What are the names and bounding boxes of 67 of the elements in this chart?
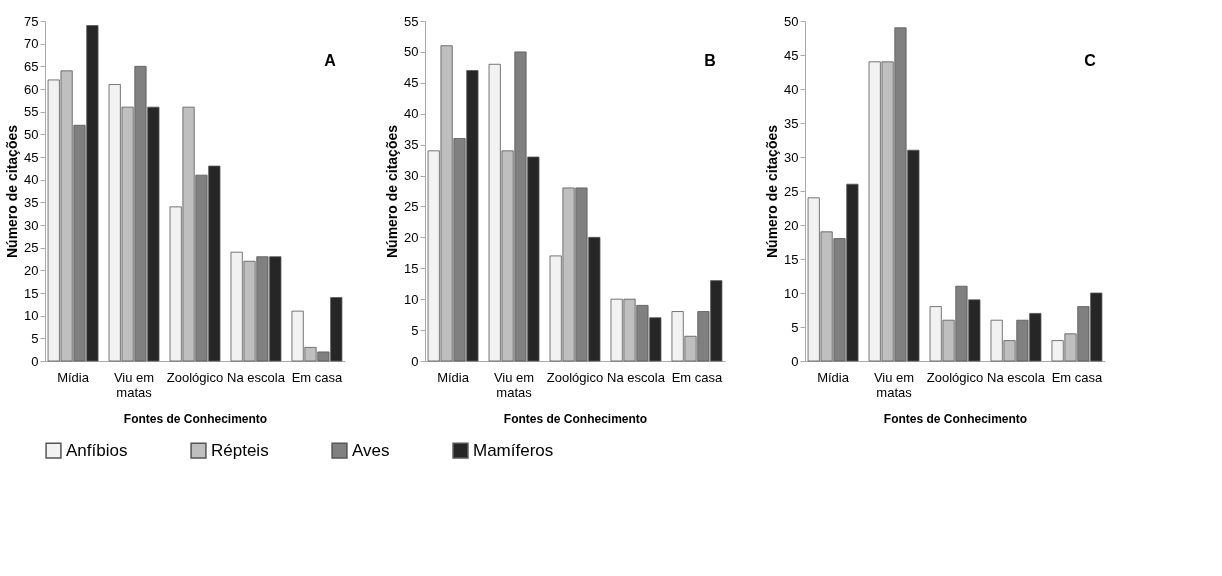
y-tick-label: 70	[24, 36, 39, 52]
x-tick-label: Em casa	[291, 369, 343, 385]
y-axis-title: Número de citações	[764, 124, 781, 259]
y-tick-label: 55	[24, 104, 39, 120]
y-tick-label: 50	[784, 13, 799, 29]
y-tick-label: 20	[404, 229, 419, 245]
x-tick-label: Na escola	[987, 369, 1046, 385]
y-tick-label: 25	[24, 240, 39, 256]
y-tick-label: 55	[404, 13, 419, 29]
x-tick-label: Em casa	[671, 369, 723, 385]
y-tick-label: 45	[24, 149, 39, 165]
y-tick-label: 15	[404, 260, 419, 276]
y-tick-label: 40	[24, 172, 39, 188]
y-tick-label: 40	[784, 81, 799, 97]
y-axis-title: Número de citações	[384, 124, 401, 259]
x-tick-label: Viu em matas	[493, 369, 535, 400]
y-tick-label: 0	[31, 353, 39, 369]
y-tick-label: 45	[404, 75, 419, 91]
x-tick-label: Zoológico	[166, 369, 224, 385]
x-tick-label: Na escola	[607, 369, 666, 385]
x-axis-title: Fontes de Conhecimento	[503, 411, 648, 426]
y-tick-label: 50	[404, 44, 419, 60]
x-tick-label: Mídia	[817, 369, 850, 385]
y-tick-label: 45	[784, 47, 799, 63]
y-tick-label: 15	[784, 251, 799, 267]
legend-label: Anfíbios	[66, 440, 128, 460]
y-tick-label: 20	[784, 217, 799, 233]
y-tick-label: 75	[24, 13, 39, 29]
x-tick-label: Viu em matas	[873, 369, 915, 400]
y-tick-label: 35	[24, 194, 39, 210]
y-tick-label: 65	[24, 58, 39, 74]
y-tick-label: 25	[404, 198, 419, 214]
legend-label: Aves	[352, 440, 390, 460]
y-tick-label: 15	[24, 285, 39, 301]
x-tick-label: Mídia	[437, 369, 470, 385]
annotation: C	[1084, 52, 1097, 69]
x-tick-label: Em casa	[1051, 369, 1103, 385]
y-tick-label: 5	[411, 322, 419, 338]
y-tick-label: 35	[404, 137, 419, 153]
x-tick-label: Na escola	[227, 369, 286, 385]
y-tick-label: 30	[784, 149, 799, 165]
x-tick-label: Viu em matas	[113, 369, 155, 400]
y-tick-label: 20	[24, 262, 39, 278]
x-tick-label: Mídia	[57, 369, 90, 385]
y-tick-label: 5	[791, 319, 799, 335]
y-tick-label: 10	[24, 308, 39, 324]
y-tick-label: 50	[24, 126, 39, 142]
y-tick-label: 0	[791, 353, 799, 369]
y-tick-label: 10	[784, 285, 799, 301]
y-tick-label: 25	[784, 183, 799, 199]
annotation: A	[324, 52, 337, 69]
legend-label: Répteis	[211, 440, 269, 460]
x-axis-title: Fontes de Conhecimento	[123, 411, 268, 426]
y-tick-label: 10	[404, 291, 419, 307]
y-axis-title: Número de citações	[4, 124, 21, 259]
y-tick-label: 35	[784, 115, 799, 131]
annotation: B	[704, 52, 716, 69]
y-tick-label: 0	[411, 353, 419, 369]
y-tick-label: 30	[404, 168, 419, 184]
x-axis-title: Fontes de Conhecimento	[883, 411, 1028, 426]
y-tick-label: 40	[404, 106, 419, 122]
y-tick-label: 30	[24, 217, 39, 233]
legend-label: Mamíferos	[473, 440, 554, 460]
x-tick-label: Zoológico	[546, 369, 604, 385]
x-tick-label: Zoológico	[926, 369, 984, 385]
y-tick-label: 5	[31, 330, 39, 346]
y-tick-label: 60	[24, 81, 39, 97]
